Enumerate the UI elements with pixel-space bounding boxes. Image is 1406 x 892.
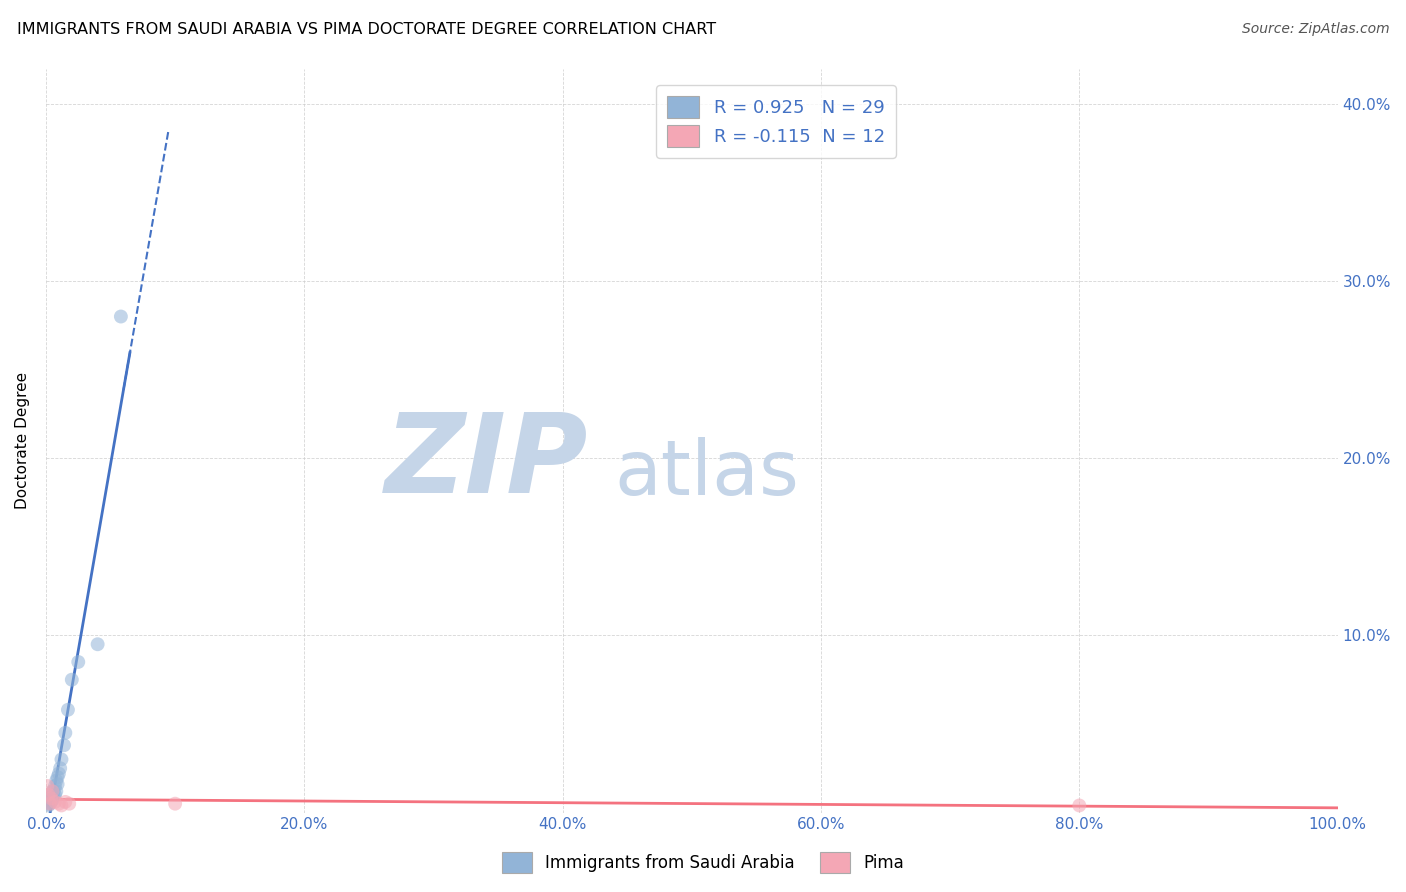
- Point: [38, 797, 60, 811]
- Point: [38, 793, 60, 807]
- Point: [46, 770, 69, 784]
- Point: [44, 788, 66, 802]
- Point: [38, 797, 60, 811]
- Text: atlas: atlas: [614, 437, 799, 511]
- Point: [41, 788, 63, 802]
- Point: [41, 793, 63, 807]
- Point: [44, 779, 66, 793]
- Y-axis label: Doctorate Degree: Doctorate Degree: [15, 372, 30, 509]
- Point: [60, 673, 83, 687]
- Point: [1069, 798, 1091, 813]
- Point: [38, 788, 60, 802]
- Point: [58, 797, 80, 811]
- Point: [53, 795, 76, 809]
- Text: Source: ZipAtlas.com: Source: ZipAtlas.com: [1241, 22, 1389, 37]
- Point: [53, 726, 76, 740]
- Point: [38, 791, 60, 805]
- Point: [37, 779, 59, 793]
- Legend: R = 0.925   N = 29, R = -0.115  N = 12: R = 0.925 N = 29, R = -0.115 N = 12: [655, 85, 896, 158]
- Point: [51, 798, 73, 813]
- Point: [48, 797, 70, 811]
- Point: [38, 798, 60, 813]
- Point: [110, 310, 132, 324]
- Point: [37, 797, 59, 811]
- Text: ZIP: ZIP: [385, 409, 589, 516]
- Legend: Immigrants from Saudi Arabia, Pima: Immigrants from Saudi Arabia, Pima: [495, 846, 911, 880]
- Point: [41, 784, 63, 798]
- Point: [165, 797, 187, 811]
- Point: [45, 773, 67, 788]
- Point: [42, 789, 65, 804]
- Point: [45, 784, 67, 798]
- Point: [39, 795, 62, 809]
- Point: [53, 738, 76, 752]
- Point: [48, 766, 70, 780]
- Point: [39, 791, 62, 805]
- Point: [49, 761, 72, 775]
- Point: [51, 752, 73, 766]
- Text: IMMIGRANTS FROM SAUDI ARABIA VS PIMA DOCTORATE DEGREE CORRELATION CHART: IMMIGRANTS FROM SAUDI ARABIA VS PIMA DOC…: [17, 22, 716, 37]
- Point: [42, 784, 65, 798]
- Point: [86, 637, 108, 651]
- Point: [67, 655, 90, 669]
- Point: [46, 777, 69, 791]
- Point: [39, 789, 62, 804]
- Point: [38, 795, 60, 809]
- Point: [56, 703, 79, 717]
- Point: [41, 784, 63, 798]
- Point: [44, 795, 66, 809]
